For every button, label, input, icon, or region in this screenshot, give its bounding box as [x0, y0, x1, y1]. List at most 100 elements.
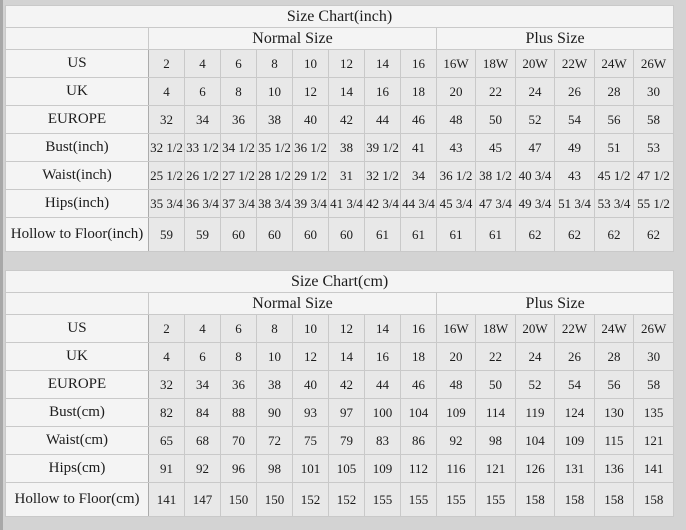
size-cell: 52 — [515, 105, 555, 134]
size-cell: 36 1/2 — [292, 133, 329, 162]
size-cell: 46 — [400, 105, 437, 134]
size-cell: 28 — [594, 342, 634, 371]
row-label: US — [5, 49, 149, 78]
size-cell: 150 — [220, 482, 257, 517]
size-cell: 22 — [475, 77, 516, 106]
table-gap — [5, 252, 673, 270]
size-cell: 4 — [184, 49, 221, 78]
size-cell: 24 — [515, 342, 555, 371]
size-cell: 20 — [436, 342, 476, 371]
size-cell: 101 — [292, 454, 329, 483]
size-cell: 53 3/4 — [594, 189, 634, 218]
size-cell: 36 1/2 — [436, 161, 476, 190]
size-cell: 104 — [515, 426, 555, 455]
size-cell: 18 — [400, 342, 437, 371]
size-cell: 121 — [475, 454, 516, 483]
size-cell: 26 — [554, 77, 595, 106]
size-cell: 6 — [184, 342, 221, 371]
size-cell: 155 — [436, 482, 476, 517]
size-cell: 44 — [364, 105, 401, 134]
size-cell: 24 — [515, 77, 555, 106]
size-cell: 29 1/2 — [292, 161, 329, 190]
size-cell: 62 — [554, 217, 595, 252]
size-cell: 18 — [400, 77, 437, 106]
size-cell: 10 — [256, 77, 293, 106]
size-cell: 56 — [594, 370, 634, 399]
size-cell: 115 — [594, 426, 634, 455]
size-cell: 30 — [632, 342, 675, 371]
size-cell: 4 — [148, 342, 185, 371]
row-label: Hollow to Floor(inch) — [5, 217, 149, 252]
size-cell: 51 — [594, 133, 634, 162]
size-cell: 59 — [184, 217, 221, 252]
size-cell: 60 — [220, 217, 257, 252]
page-container: Size Chart(inch) Normal Size Plus Size U… — [3, 0, 686, 523]
size-cell: 31 — [328, 161, 365, 190]
size-cell: 90 — [256, 398, 293, 427]
size-cell: 16 — [364, 342, 401, 371]
size-cell: 14 — [328, 342, 365, 371]
size-cell: 43 — [436, 133, 476, 162]
size-cell: 34 1/2 — [220, 133, 257, 162]
size-cell: 141 — [632, 454, 675, 483]
row-label: Hips(inch) — [5, 189, 149, 218]
size-cell: 51 3/4 — [554, 189, 595, 218]
size-cell: 52 — [515, 370, 555, 399]
size-cell: 8 — [256, 49, 293, 78]
size-cell: 104 — [400, 398, 437, 427]
size-cell: 126 — [515, 454, 555, 483]
size-cell: 28 1/2 — [256, 161, 293, 190]
size-chart-cm-body: US 2 4 6 8 10 12 14 16 16W 18W 20W 22W 24W 26W UK 4 6 8 10 1… — [5, 314, 675, 517]
size-cell: 61 — [400, 217, 437, 252]
row-label: Bust(cm) — [5, 398, 149, 427]
size-cell: 39 3/4 — [292, 189, 329, 218]
size-cell: 6 — [220, 49, 257, 78]
size-cell: 32 — [148, 370, 185, 399]
row-label: UK — [5, 342, 149, 371]
size-chart-inch-table: Size Chart(inch) Normal Size Plus Size U… — [4, 5, 675, 252]
table-row: Bust(inch) 32 1/2 33 1/2 34 1/2 35 1/2 36 1/2… — [5, 133, 675, 162]
size-cell: 155 — [400, 482, 437, 517]
size-cell: 70 — [220, 426, 257, 455]
size-cell: 158 — [554, 482, 595, 517]
size-cell: 38 1/2 — [475, 161, 516, 190]
size-cell: 22W — [554, 49, 595, 78]
size-cell: 14 — [328, 77, 365, 106]
size-cell: 2 — [148, 49, 185, 78]
size-cell: 53 — [632, 133, 675, 162]
size-cell: 16W — [436, 314, 476, 343]
size-chart-inch-body: US 2 4 6 8 10 12 14 16 16W 18W 20W 22W 24W 26W UK 4 6 8 10 1… — [5, 49, 675, 252]
size-cell: 83 — [364, 426, 401, 455]
size-cell: 32 — [148, 105, 185, 134]
size-cell: 44 — [364, 370, 401, 399]
row-label: Waist(inch) — [5, 161, 149, 190]
size-cell: 20 — [436, 77, 476, 106]
size-cell: 34 — [184, 370, 221, 399]
size-cell: 39 1/2 — [364, 133, 401, 162]
size-cell: 12 — [328, 314, 365, 343]
size-cell: 61 — [364, 217, 401, 252]
size-cell: 114 — [475, 398, 516, 427]
table-row: Hips(inch) 35 3/4 36 3/4 37 3/4 38 3/4 39 3/4… — [5, 189, 675, 218]
table-row: EUROPE 32 34 36 38 40 42 44 46 48 50 52 54 56 58 — [5, 370, 675, 399]
size-cell: 37 3/4 — [220, 189, 257, 218]
table-title: Size Chart(inch) — [4, 5, 675, 28]
size-cell: 155 — [364, 482, 401, 517]
size-cell: 25 1/2 — [148, 161, 185, 190]
size-cell: 152 — [292, 482, 329, 517]
size-cell: 98 — [256, 454, 293, 483]
normal-size-header: Normal Size — [148, 27, 437, 50]
size-cell: 54 — [554, 370, 595, 399]
size-cell: 121 — [632, 426, 675, 455]
size-cell: 40 3/4 — [515, 161, 555, 190]
table-row: Bust(cm) 82 84 88 90 93 97 100 104 109 114 119 124 13… — [5, 398, 675, 427]
size-cell: 16 — [400, 314, 437, 343]
size-cell: 10 — [256, 342, 293, 371]
size-cell: 50 — [475, 370, 516, 399]
size-cell: 40 — [292, 105, 329, 134]
table-row: UK 4 6 8 10 12 14 16 18 20 22 24 26 28 30 — [5, 77, 675, 106]
table-row: US 2 4 6 8 10 12 14 16 16W 18W 20W 22W 24W 26W — [5, 49, 675, 78]
size-cell: 6 — [220, 314, 257, 343]
size-cell: 42 — [328, 370, 365, 399]
size-cell: 61 — [436, 217, 476, 252]
